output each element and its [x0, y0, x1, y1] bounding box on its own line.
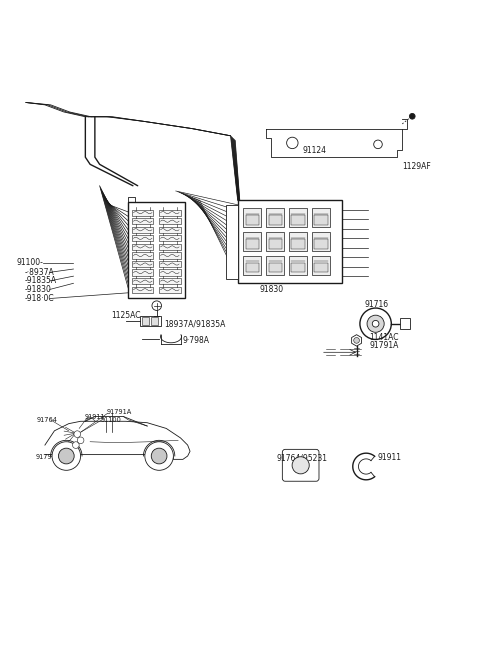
Circle shape	[409, 114, 415, 119]
Circle shape	[74, 431, 81, 438]
Bar	[268, 215, 282, 225]
Text: 91100-: 91100-	[16, 258, 43, 267]
Bar	[159, 218, 180, 224]
Text: 91791A: 91791A	[370, 340, 399, 350]
Text: 91911: 91911	[378, 453, 402, 463]
Bar	[238, 200, 342, 283]
Bar	[140, 315, 161, 326]
Circle shape	[52, 442, 81, 470]
FancyBboxPatch shape	[282, 449, 319, 481]
Text: -918·0C: -918·0C	[25, 294, 55, 303]
Bar	[266, 208, 284, 227]
Bar	[289, 232, 307, 251]
Bar	[132, 261, 154, 267]
Text: 91764: 91764	[36, 417, 57, 423]
Bar	[400, 318, 410, 329]
Circle shape	[372, 321, 379, 327]
Text: 9·798A: 9·798A	[183, 336, 210, 345]
Bar	[291, 239, 305, 248]
Text: 91716: 91716	[365, 300, 389, 309]
Circle shape	[287, 137, 298, 148]
Bar	[312, 208, 330, 227]
Bar	[268, 239, 282, 248]
Bar	[132, 235, 154, 241]
Bar	[226, 205, 238, 279]
Circle shape	[151, 448, 167, 464]
Bar	[132, 227, 154, 233]
Bar	[132, 244, 154, 250]
Bar	[151, 317, 158, 325]
Bar	[243, 208, 262, 227]
Text: 18937A/91835A: 18937A/91835A	[164, 319, 225, 328]
Circle shape	[145, 442, 173, 470]
Bar	[289, 256, 307, 275]
Bar	[291, 215, 305, 225]
Bar	[128, 202, 185, 298]
Bar	[246, 239, 259, 248]
Bar	[132, 269, 154, 276]
Text: 95231: 95231	[57, 460, 78, 466]
Text: 91791A: 91791A	[36, 454, 60, 460]
Text: -·8937A: -·8937A	[25, 268, 55, 277]
Bar	[268, 263, 282, 273]
Bar	[132, 210, 154, 215]
Text: 1129AF: 1129AF	[402, 162, 431, 171]
Bar	[246, 215, 259, 225]
Polygon shape	[352, 334, 361, 346]
Bar	[289, 208, 307, 227]
Bar	[132, 252, 154, 259]
Circle shape	[59, 448, 74, 464]
Text: -91835A: -91835A	[25, 277, 57, 285]
Bar	[243, 232, 262, 251]
Bar	[312, 232, 330, 251]
Text: 1141AC: 1141AC	[370, 332, 399, 342]
Bar	[159, 278, 180, 284]
Bar	[159, 210, 180, 215]
Text: 91124: 91124	[303, 146, 327, 154]
Bar	[142, 317, 149, 325]
Bar	[246, 263, 259, 273]
Bar	[159, 244, 180, 250]
Text: 91791A: 91791A	[107, 409, 132, 415]
Bar	[314, 215, 327, 225]
Bar	[266, 256, 284, 275]
Text: -91830: -91830	[25, 285, 52, 294]
Circle shape	[367, 315, 384, 332]
Circle shape	[72, 442, 79, 449]
Bar	[291, 263, 305, 273]
Bar	[314, 263, 327, 273]
Circle shape	[77, 437, 84, 443]
Bar	[132, 278, 154, 284]
Circle shape	[292, 457, 309, 474]
Bar	[159, 252, 180, 259]
Bar	[159, 227, 180, 233]
Bar	[132, 218, 154, 224]
Bar	[312, 256, 330, 275]
Circle shape	[374, 140, 382, 148]
Text: 91911: 91911	[85, 413, 106, 420]
Bar	[266, 232, 284, 251]
Text: 91100: 91100	[101, 417, 122, 423]
Bar	[314, 239, 327, 248]
Bar	[243, 256, 262, 275]
Text: 91764/95231: 91764/95231	[276, 453, 328, 463]
Bar	[159, 269, 180, 276]
Bar	[159, 261, 180, 267]
Text: 1125AC: 1125AC	[111, 311, 141, 320]
Circle shape	[354, 338, 360, 343]
Bar	[159, 235, 180, 241]
Bar	[132, 286, 154, 293]
Text: 91830: 91830	[259, 285, 283, 294]
Bar	[159, 286, 180, 293]
Circle shape	[152, 301, 161, 310]
Circle shape	[360, 308, 391, 340]
